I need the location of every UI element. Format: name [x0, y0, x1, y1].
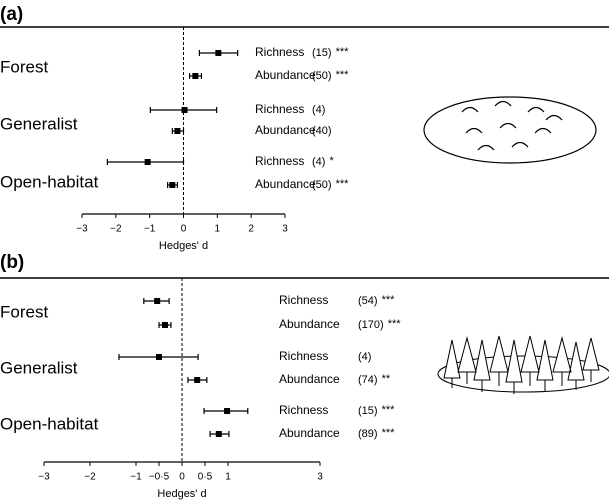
effect-size-point: [192, 73, 199, 79]
x-tick-label: 1: [215, 224, 221, 235]
effect-size-point: [156, 354, 162, 360]
measure-label: Abundance: [255, 177, 316, 191]
sample-size: (4): [312, 104, 325, 116]
x-tick-label: −1: [144, 224, 156, 235]
effect-size-point: [224, 408, 231, 414]
effect-size-point: [215, 50, 222, 56]
effect-size-point: [174, 128, 181, 134]
sample-size: (15): [358, 405, 378, 417]
measure-label: Abundance: [279, 426, 340, 440]
sample-size: (54): [358, 295, 378, 307]
measure-label: Abundance: [279, 317, 340, 331]
x-tick-label: −2: [84, 472, 96, 483]
sample-size: (40): [312, 125, 332, 137]
x-tick-label: 3: [282, 224, 288, 235]
significance: ***: [382, 404, 396, 416]
significance: ***: [382, 294, 396, 306]
effect-size-point: [161, 322, 168, 328]
x-tick-label: −3: [38, 472, 50, 483]
panel-label: (a): [0, 4, 23, 25]
sample-size: (50): [312, 70, 332, 82]
measure-label: Richness: [279, 349, 328, 363]
sample-size: (170): [358, 319, 384, 331]
group-label: Forest: [0, 302, 48, 321]
panel-label: (b): [0, 252, 24, 273]
group-label: Generalist: [0, 358, 78, 377]
significance: ***: [388, 318, 402, 330]
x-axis-label: Hedges' d: [159, 240, 208, 252]
significance: **: [382, 373, 391, 385]
habitat-illustration-a: [423, 96, 597, 164]
x-tick-label: 1: [225, 472, 231, 483]
x-tick-label: 0·5: [198, 472, 213, 483]
x-tick-label: 3: [317, 472, 323, 483]
significance: ***: [382, 427, 396, 439]
habitat-illustration-b: [437, 335, 609, 394]
x-tick-label: −0·5: [149, 472, 170, 483]
group-label: Open-habitat: [0, 172, 99, 191]
x-tick-label: −1: [130, 472, 142, 483]
effect-size-point: [144, 159, 151, 165]
measure-label: Richness: [279, 403, 328, 417]
group-label: Open-habitat: [0, 414, 99, 433]
x-tick-label: −2: [110, 224, 122, 235]
measure-label: Richness: [255, 102, 304, 116]
significance: ***: [336, 178, 350, 190]
measure-label: Abundance: [255, 68, 316, 82]
significance: *: [329, 155, 334, 167]
measure-label: Abundance: [255, 123, 316, 137]
group-label: Forest: [0, 57, 48, 76]
x-tick-label: 2: [248, 224, 254, 235]
x-tick-label: 0: [181, 224, 187, 235]
x-axis-label: Hedges' d: [157, 488, 206, 500]
effect-size-point: [169, 182, 176, 188]
effect-size-point: [181, 107, 188, 113]
x-tick-label: 0: [179, 472, 185, 483]
sample-size: (15): [312, 47, 332, 59]
measure-label: Abundance: [279, 372, 340, 386]
sample-size: (4): [358, 351, 371, 363]
measure-label: Richness: [279, 293, 328, 307]
sample-size: (89): [358, 428, 378, 440]
effect-size-point: [215, 431, 222, 437]
sample-size: (74): [358, 374, 378, 386]
effect-size-point: [154, 298, 161, 304]
significance: ***: [336, 46, 350, 58]
effect-size-point: [194, 377, 201, 383]
measure-label: Richness: [255, 45, 304, 59]
sample-size: (4): [312, 156, 325, 168]
x-tick-label: −3: [76, 224, 88, 235]
sample-size: (50): [312, 179, 332, 191]
significance: ***: [336, 69, 350, 81]
group-label: Generalist: [0, 114, 78, 133]
measure-label: Richness: [255, 154, 304, 168]
